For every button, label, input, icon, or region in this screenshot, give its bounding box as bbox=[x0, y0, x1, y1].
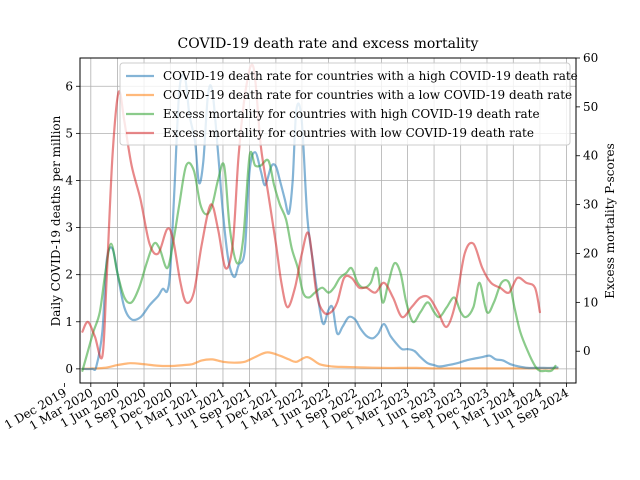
legend-label: COVID-19 death rate for countries with a… bbox=[163, 69, 578, 83]
y-tick-label: 0 bbox=[65, 362, 73, 376]
chart-title: COVID-19 death rate and excess mortality bbox=[178, 36, 479, 52]
plot-frame bbox=[79, 57, 577, 384]
y2-axis-label: Excess mortality P-scores bbox=[603, 143, 617, 298]
series-line-4 bbox=[81, 63, 541, 360]
y-axis-label: Daily COVID-19 deaths per million bbox=[49, 115, 63, 326]
legend-label: Excess mortality for countries with high… bbox=[163, 107, 540, 121]
y-tick-label: 5 bbox=[65, 126, 73, 140]
y2-tick-label: 30 bbox=[583, 198, 598, 212]
y-tick-label: 1 bbox=[65, 315, 73, 329]
series-line-3 bbox=[81, 150, 557, 373]
legend-box bbox=[119, 62, 571, 146]
left-axis: 0 1 2 3 4 5 6 bbox=[65, 79, 80, 376]
y2-tick-label: 20 bbox=[583, 246, 598, 260]
legend-label: Excess mortality for countries with low … bbox=[163, 126, 534, 140]
y-tick-label: 6 bbox=[65, 79, 73, 93]
y-tick-label: 2 bbox=[65, 268, 73, 282]
y2-tick-label: 60 bbox=[583, 51, 598, 65]
y2-tick-label: 0 bbox=[583, 344, 591, 358]
y-tick-label: 4 bbox=[65, 173, 73, 187]
legend: COVID-19 death rate for countries with a… bbox=[119, 62, 578, 146]
y-tick-label: 3 bbox=[65, 221, 73, 235]
right-axis: 0 10 20 30 40 50 60 bbox=[576, 51, 598, 358]
legend-label: COVID-19 death rate for countries with a… bbox=[163, 88, 572, 102]
series-line-2 bbox=[81, 351, 559, 370]
y2-tick-label: 40 bbox=[583, 149, 598, 163]
y2-tick-label: 50 bbox=[583, 100, 598, 114]
y2-tick-label: 10 bbox=[583, 295, 598, 309]
